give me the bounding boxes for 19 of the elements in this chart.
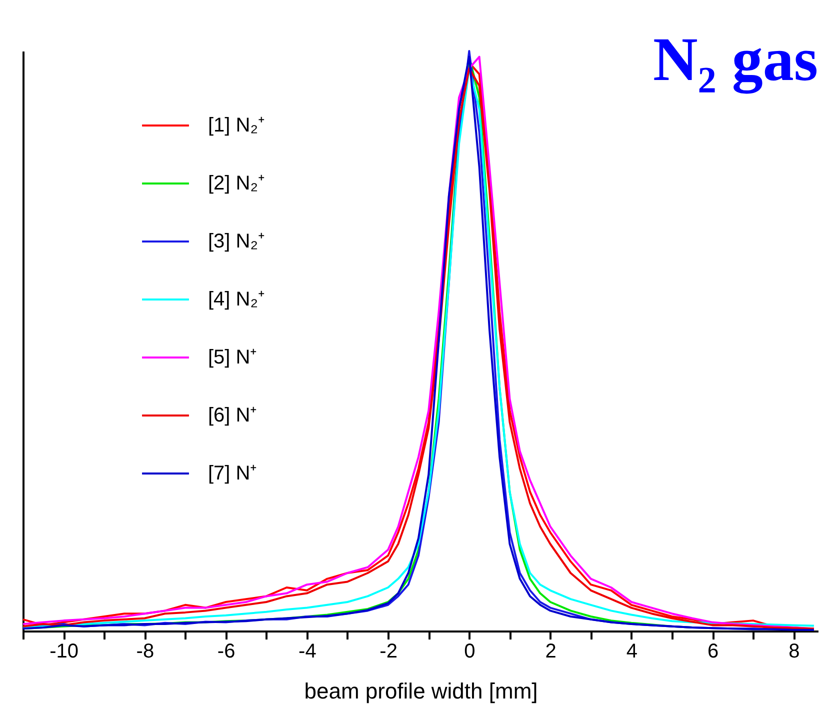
legend-label: [4] N₂⁺ — [208, 288, 265, 310]
x-tick-label: -4 — [298, 640, 316, 662]
legend-label: [3] N₂⁺ — [208, 230, 265, 252]
annotation: N₂ gas — [653, 26, 818, 94]
legend-label: [5] N⁺ — [208, 346, 258, 368]
x-tick-label: -2 — [380, 640, 398, 662]
x-tick-label: 6 — [707, 640, 719, 662]
x-tick-label: 8 — [788, 640, 800, 662]
legend-label: [7] N⁺ — [208, 462, 258, 484]
x-tick-label: 2 — [545, 640, 556, 662]
x-axis-title: beam profile width [mm] — [304, 678, 538, 704]
x-tick-label: 4 — [626, 640, 638, 662]
x-tick-label: -6 — [217, 640, 236, 662]
legend-label: [6] N⁺ — [208, 404, 258, 426]
x-tick-label: -10 — [50, 640, 79, 662]
legend-label: [2] N₂⁺ — [208, 172, 265, 194]
legend-label: [1] N₂⁺ — [208, 114, 265, 136]
x-tick-label: -8 — [136, 640, 154, 662]
x-tick-label: 0 — [464, 640, 476, 662]
